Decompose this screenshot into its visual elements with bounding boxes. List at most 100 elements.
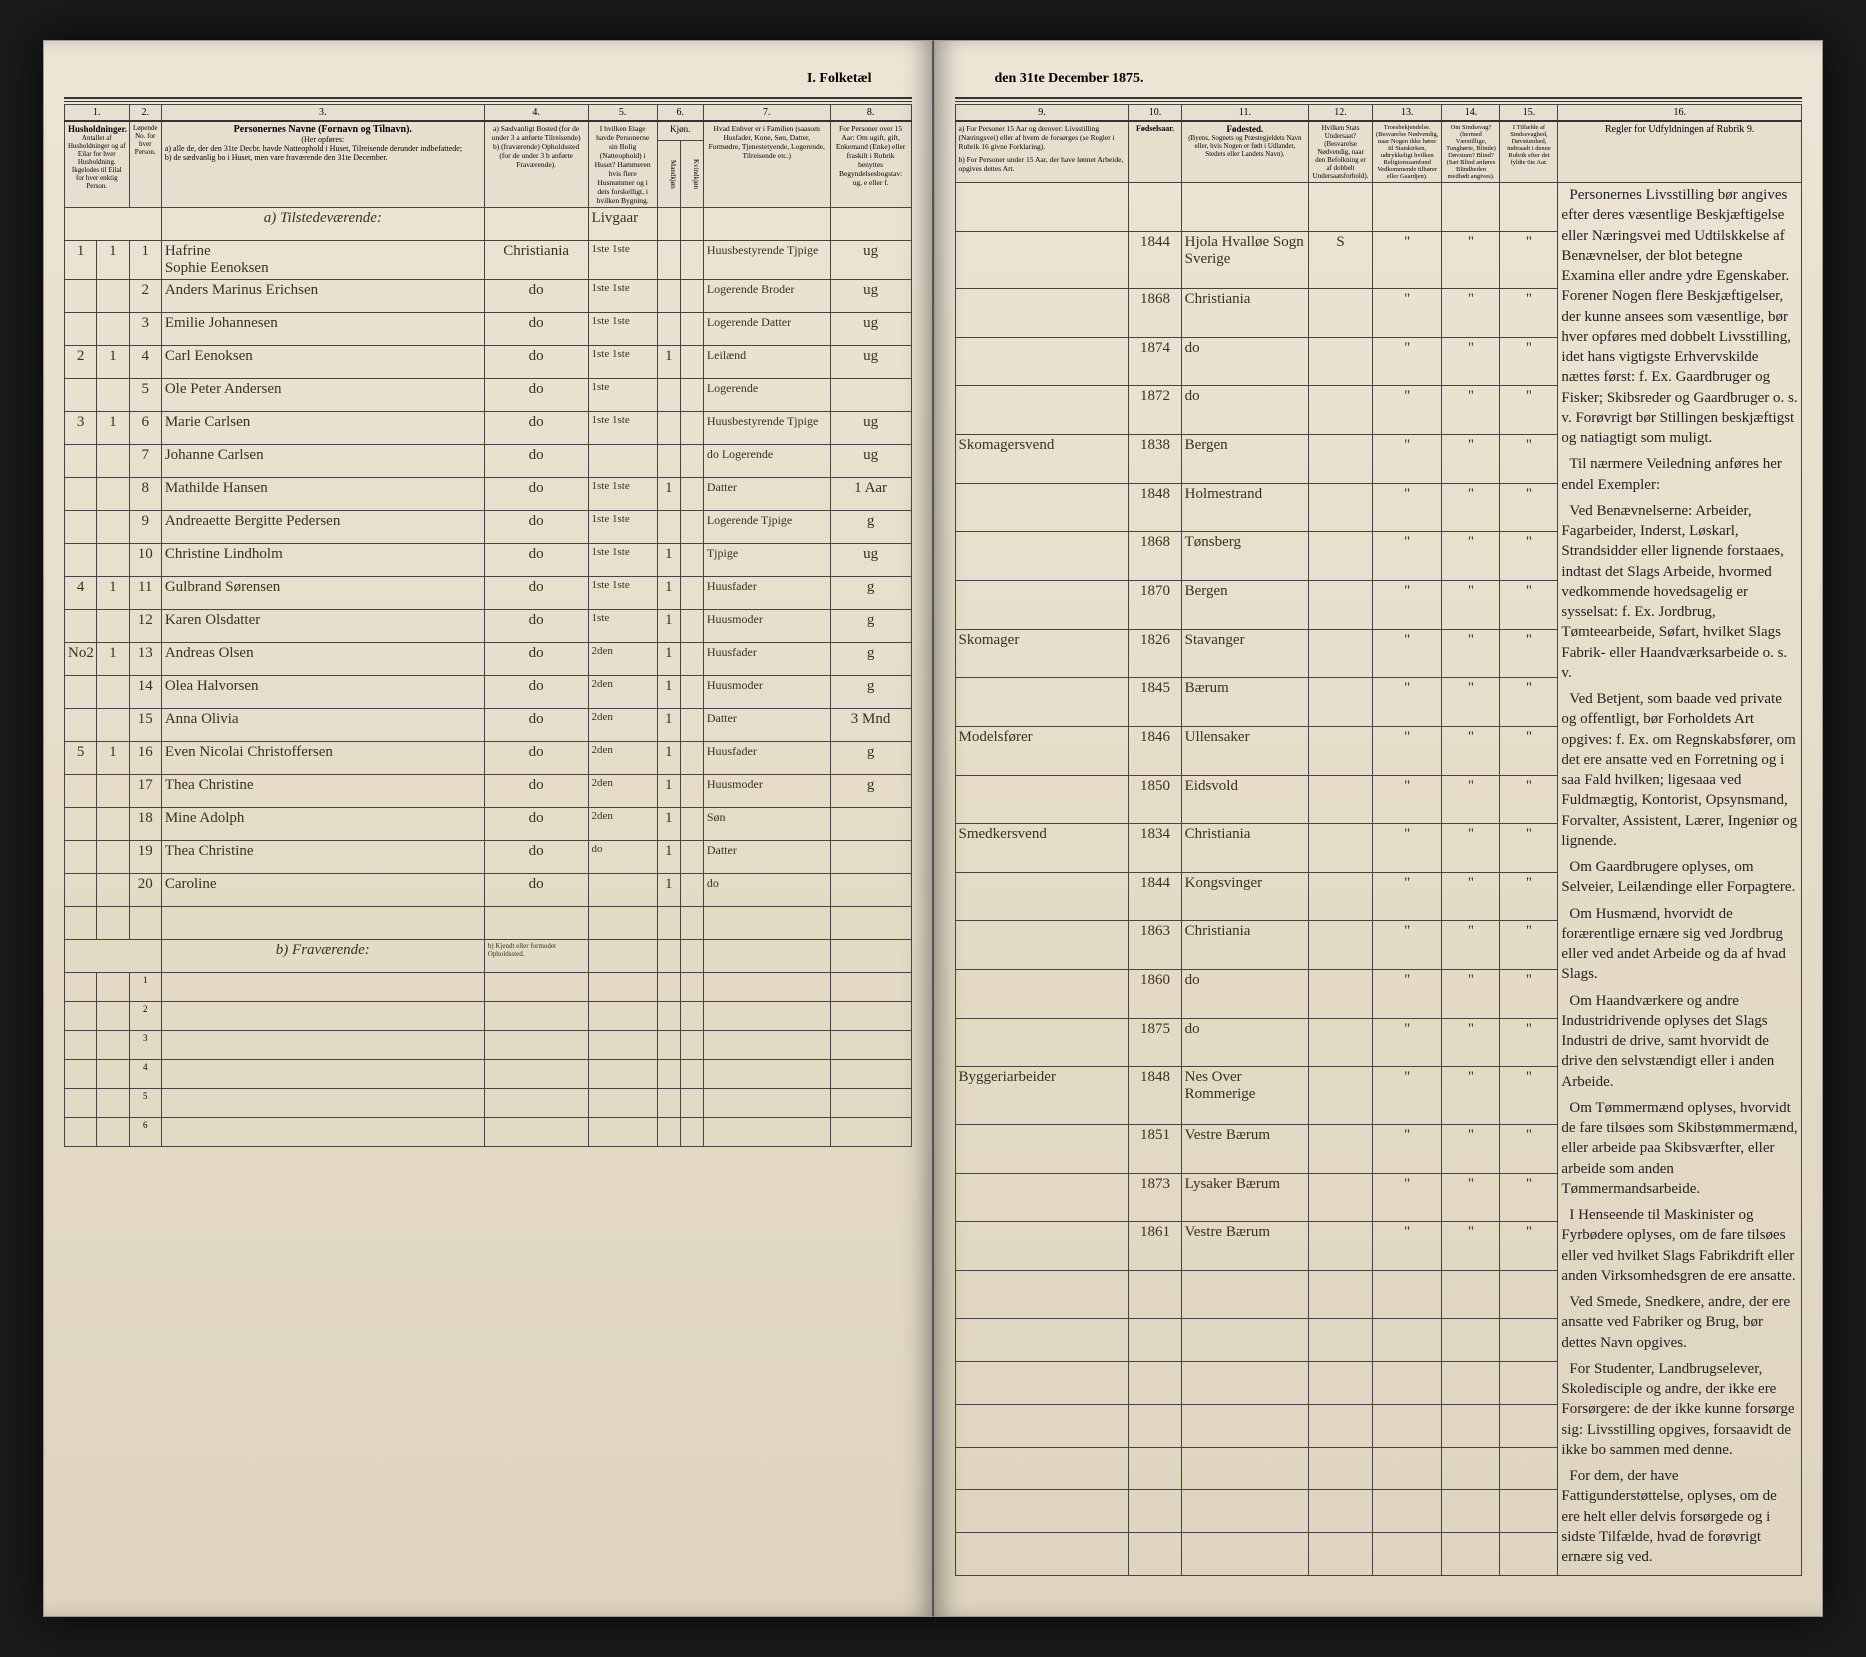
cell-c14: " [1442,386,1500,435]
cell-c14: " [1442,1173,1500,1222]
cell-name: Andreaette Bergitte Pedersen [161,511,484,544]
table-row: 3 Emilie Johannesen do 1ste 1ste Logeren… [65,313,912,346]
hdr-15: I Tilfælde af Sindssvaghed, Døvstumhed, … [1500,121,1558,183]
cell-c5: 2den [588,775,657,808]
cell-c8: ug [830,280,911,313]
cell-name: Caroline [161,874,484,907]
cell-c11: Tønsberg [1181,532,1309,581]
cell-c11: Christiania [1181,824,1309,873]
cell-c4: do [484,610,588,643]
cell-hh [65,280,97,313]
cell-fam: 1 [97,346,129,379]
cell-c14: " [1442,483,1500,532]
cell-c6m: 1 [657,808,680,841]
cell-name: Gulbrand Sørensen [161,577,484,610]
cell-fam: 1 [97,412,129,445]
cell-c6m [657,313,680,346]
cell-c13: " [1372,970,1442,1019]
table-row: 7 Johanne Carlsen do do Logerende ug [65,445,912,478]
cell-c5: 1ste 1ste [588,280,657,313]
col-12: 12. [1309,105,1373,122]
cell-c7: Huusmoder [703,610,830,643]
cell-c14: " [1442,580,1500,629]
cell-c14: " [1442,1222,1500,1271]
table-row: 2 1 4 Carl Eenoksen do 1ste 1ste 1 Leilæ… [65,346,912,379]
cell-c4: do [484,280,588,313]
cell-fam [97,544,129,577]
hdr-5: I hvilken Etage havde Personerne sin Bol… [588,121,657,208]
cell-c12 [1309,921,1373,970]
hdr-6a: Mandkjøn [657,141,680,208]
cell-c14: " [1442,337,1500,386]
cell-no: 8 [129,478,161,511]
cell-c13: " [1372,580,1442,629]
cell-name: Even Nicolai Christoffersen [161,742,484,775]
table-row: 19 Thea Christine do do 1 Datter [65,841,912,874]
cell-fam [97,445,129,478]
cell-hh [65,775,97,808]
cell-c6m: 1 [657,346,680,379]
cell-c14: " [1442,775,1500,824]
cell-hh: 3 [65,412,97,445]
section-a: a) Tilstedeværende: [161,208,484,241]
cell-c15: " [1500,1018,1558,1067]
cell-c11: Nes Over Rommerige [1181,1067,1309,1124]
cell-c8: ug [830,241,911,280]
table-row: 12 Karen Olsdatter do 1ste 1 Huusmoder g [65,610,912,643]
cell-c8 [830,379,911,412]
cell-hh [65,379,97,412]
cell-c12 [1309,970,1373,1019]
cell-c7: Huusfader [703,577,830,610]
cell-c4: do [484,379,588,412]
cell-c9: Smedkersvend [955,824,1129,873]
cell-c13: " [1372,1173,1442,1222]
cell-c14: " [1442,921,1500,970]
cell-hh [65,313,97,346]
cell-c9 [955,289,1129,338]
cell-c4: do [484,709,588,742]
col-4: 4. [484,105,588,122]
cell-c13: " [1372,231,1442,288]
cell-c13: " [1372,775,1442,824]
cell-no: 19 [129,841,161,874]
cell-c14: " [1442,1124,1500,1173]
cell-c15: " [1500,532,1558,581]
table-row-empty: 2 [65,1002,912,1031]
col-11: 11. [1181,105,1309,122]
cell-fam [97,907,129,940]
cell-c10: 1844 [1129,872,1181,921]
table-row: 1 1 1 HafrineSophie Eenoksen Christiania… [65,241,912,280]
cell-c15: " [1500,1124,1558,1173]
cell-c7: Leilænd [703,346,830,379]
cell-c11: Ullensaker [1181,726,1309,775]
table-row: 8 Mathilde Hansen do 1ste 1ste 1 Datter … [65,478,912,511]
cell-c8: g [830,742,911,775]
cell-c12 [1309,580,1373,629]
cell-c4: Christiania [484,241,588,280]
cell-c14: " [1442,1018,1500,1067]
cell-c5 [588,445,657,478]
cell-no: 14 [129,676,161,709]
cell-no: 12 [129,610,161,643]
cell-c5: 1ste 1ste [588,544,657,577]
cell-c7: Tjpige [703,544,830,577]
cell-c11: Christiania [1181,289,1309,338]
cell-fam: 1 [97,577,129,610]
cell-c6k [680,412,703,445]
cell-name: Thea Christine [161,841,484,874]
cell-c8: g [830,577,911,610]
cell-c7: Logerende [703,379,830,412]
cell-c12 [1309,1124,1373,1173]
cell-fam [97,874,129,907]
cell-c5: 2den [588,808,657,841]
cell-c11: do [1181,337,1309,386]
cell-hh [65,808,97,841]
table-row: 4 1 11 Gulbrand Sørensen do 1ste 1ste 1 … [65,577,912,610]
cell-hh: No2 [65,643,97,676]
cell-fam [97,478,129,511]
col-9: 9. [955,105,1129,122]
cell-c15: " [1500,775,1558,824]
cell-c14: " [1442,824,1500,873]
census-book: I. Folketæl 1. 2. 3. 4. 5. 6. [43,40,1823,1617]
cell-c12 [1309,483,1373,532]
